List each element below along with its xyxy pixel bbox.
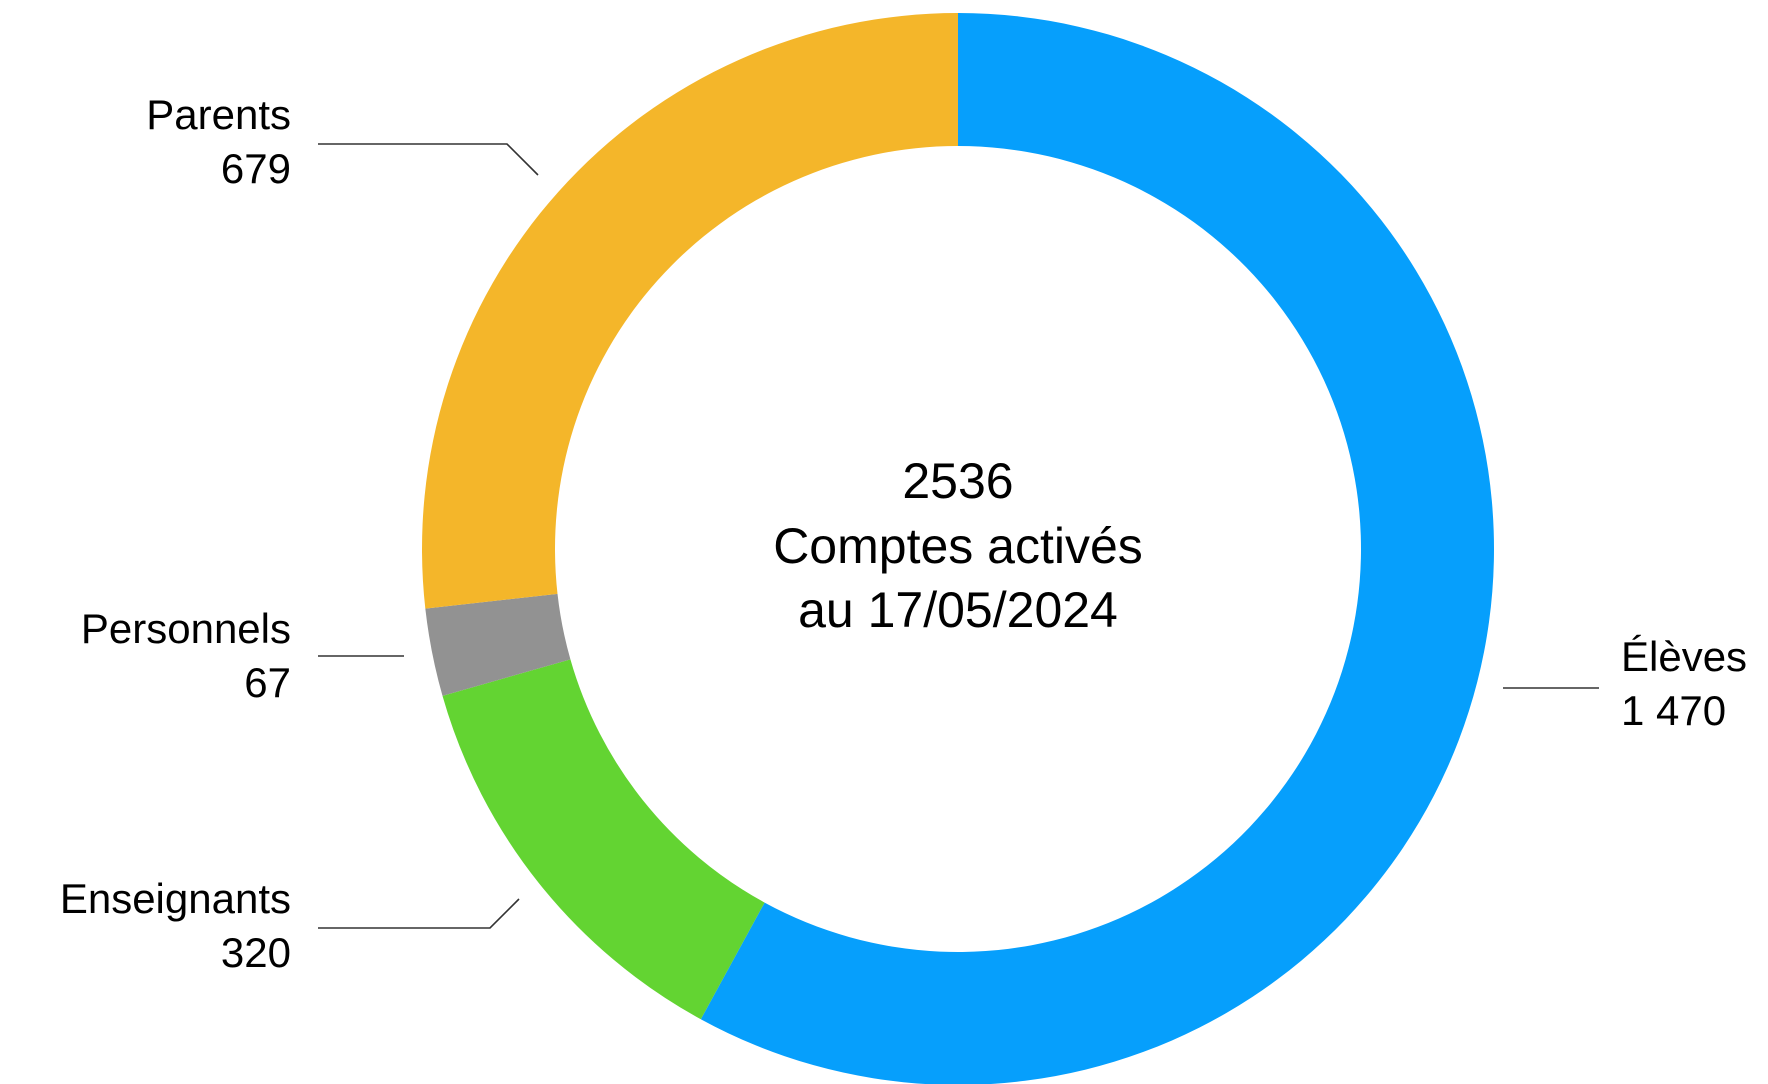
value-label: 1 470 [1621, 687, 1726, 734]
segment-label: Personnels [81, 605, 291, 652]
segment-label: Enseignants [60, 875, 291, 922]
center-text: au 17/05/2024 [798, 582, 1118, 638]
donut-segment [422, 13, 958, 609]
leader-lines [318, 143, 1599, 929]
value-label: 320 [221, 929, 291, 976]
center-total: 2536 [902, 453, 1013, 509]
donut-segment [442, 659, 765, 1020]
leader-line [318, 898, 520, 929]
segment-label: Élèves [1621, 633, 1747, 680]
donut-segment [425, 593, 571, 696]
value-label: 67 [244, 659, 291, 706]
value-label: 679 [221, 145, 291, 192]
center-text: Comptes activés [773, 518, 1143, 574]
segment-label: Parents [146, 91, 291, 138]
leader-line [318, 143, 539, 176]
donut-segment [700, 13, 1495, 1084]
